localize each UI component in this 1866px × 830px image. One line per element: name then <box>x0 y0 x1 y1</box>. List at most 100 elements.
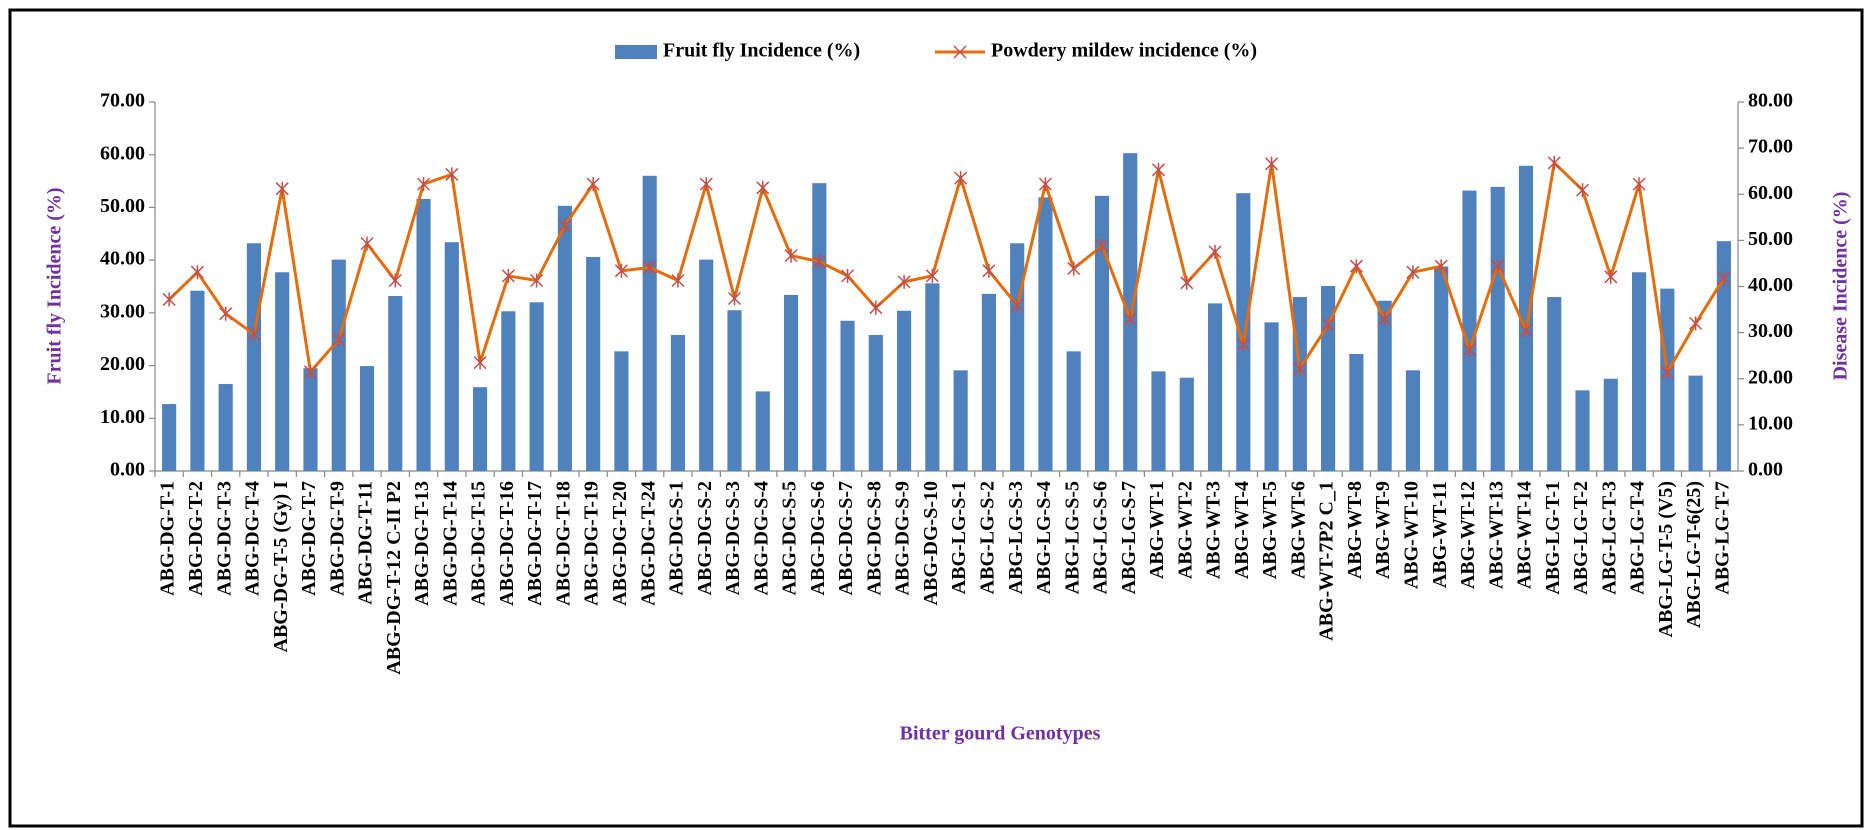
marker <box>1660 365 1674 380</box>
x-tick-label: ABG-DG-T-3 <box>213 481 235 596</box>
bar <box>953 370 968 471</box>
marker <box>1095 238 1109 253</box>
y-tick-label: 0.00 <box>110 459 145 481</box>
bar <box>359 366 375 471</box>
y2-axis-title: Disease Incidence (%) <box>1830 192 1852 381</box>
marker <box>558 218 572 233</box>
x-tick-label: ABG-DG-T-18 <box>552 481 574 606</box>
bar <box>755 391 770 471</box>
x-tick-label: ABG-DG-S-10 <box>920 481 942 605</box>
y2-tick-label: 80.00 <box>1748 90 1793 112</box>
bar <box>840 320 855 471</box>
x-tick-label: ABG-LG-S-5 <box>1061 481 1083 594</box>
x-tick-label: ABG-LG-S-4 <box>1033 481 1055 594</box>
bar <box>162 404 177 471</box>
marker <box>1406 265 1420 280</box>
bar <box>586 256 601 471</box>
y-tick-label: 30.00 <box>100 300 145 322</box>
marker <box>1519 323 1533 338</box>
marker <box>841 268 855 283</box>
marker <box>1123 311 1137 326</box>
marker <box>1604 269 1618 284</box>
bar <box>670 334 686 471</box>
bar <box>416 198 431 471</box>
bar <box>1462 190 1477 471</box>
x-tick-label: ABG-LG-T-2 <box>1570 481 1592 595</box>
marker <box>1038 177 1052 192</box>
x-tick-label: ABG-DG-T-14 <box>439 481 461 606</box>
x-tick-label: ABG-DG-T-19 <box>581 481 603 606</box>
marker <box>1378 311 1392 326</box>
bar <box>1688 375 1703 471</box>
y-tick-label: 40.00 <box>100 248 145 270</box>
marker <box>1547 155 1561 170</box>
marker <box>699 177 713 192</box>
bar <box>1631 272 1647 471</box>
marker <box>671 273 685 288</box>
bar <box>868 334 883 471</box>
legend-swatch <box>615 45 657 59</box>
x-tick-label: ABG-DG-T-12 C-II P2 <box>383 481 405 675</box>
marker <box>1010 298 1024 313</box>
marker <box>530 273 544 288</box>
x-tick-label: ABG-DG-T-15 <box>468 481 490 606</box>
x-tick-label: ABG-WT-12 <box>1457 481 1479 589</box>
y-tick-label: 10.00 <box>100 406 145 428</box>
y2-tick-label: 70.00 <box>1748 136 1793 158</box>
marker <box>501 268 515 283</box>
bar <box>1236 193 1251 471</box>
x-tick-label: ABG-DG-T-11 <box>355 481 377 605</box>
bar <box>1179 377 1194 471</box>
legend-marker <box>953 45 967 59</box>
bar <box>1518 165 1534 471</box>
bar <box>529 302 544 471</box>
bar <box>699 259 714 471</box>
marker <box>360 236 374 251</box>
bar <box>925 283 940 471</box>
bar <box>501 311 516 471</box>
marker <box>303 364 318 379</box>
x-tick-label: ABG-DG-T-17 <box>524 481 546 606</box>
y2-tick-label: 60.00 <box>1748 182 1793 204</box>
x-tick-label: ABG-WT-10 <box>1401 481 1423 589</box>
y-tick-label: 60.00 <box>100 142 145 164</box>
bar <box>783 294 799 471</box>
x-axis-title: Bitter gourd Genotypes <box>900 723 1101 745</box>
x-tick-label: ABG-LG-T-3 <box>1598 481 1620 595</box>
marker <box>1491 259 1505 274</box>
bar <box>1405 370 1420 471</box>
marker <box>1434 259 1448 274</box>
bar <box>642 175 657 472</box>
x-tick-label: ABG-DG-T-2 <box>185 481 207 596</box>
marker <box>1208 244 1222 259</box>
marker <box>473 355 487 370</box>
x-tick-label: ABG-DG-T-16 <box>496 481 518 606</box>
marker <box>1632 177 1646 192</box>
marker <box>388 273 402 288</box>
marker <box>247 327 261 342</box>
marker <box>727 291 742 306</box>
bar <box>1490 186 1505 471</box>
marker <box>1180 275 1194 290</box>
x-tick-label: ABG-DG-S-9 <box>892 481 914 595</box>
y2-tick-label: 30.00 <box>1748 320 1793 342</box>
marker <box>954 171 968 186</box>
x-tick-label: ABG-WT-3 <box>1203 481 1225 579</box>
bar <box>444 242 459 471</box>
marker <box>1349 259 1363 274</box>
y2-tick-label: 20.00 <box>1748 366 1793 388</box>
y-tick-label: 70.00 <box>100 90 145 112</box>
bar <box>1575 390 1590 471</box>
y2-tick-label: 50.00 <box>1748 228 1793 250</box>
bar <box>275 272 290 471</box>
x-tick-label: ABG-DG-S-4 <box>750 481 772 595</box>
marker <box>1689 316 1703 331</box>
y-axis-title: Fruit fly Incidence (%) <box>44 187 66 384</box>
marker <box>445 167 459 182</box>
y2-tick-label: 10.00 <box>1748 412 1793 434</box>
marker <box>162 292 176 307</box>
bar <box>981 293 996 471</box>
x-tick-label: ABG-WT-6 <box>1287 481 1309 579</box>
line <box>168 159 1726 377</box>
x-tick-label: ABG-DG-T-24 <box>637 481 659 606</box>
